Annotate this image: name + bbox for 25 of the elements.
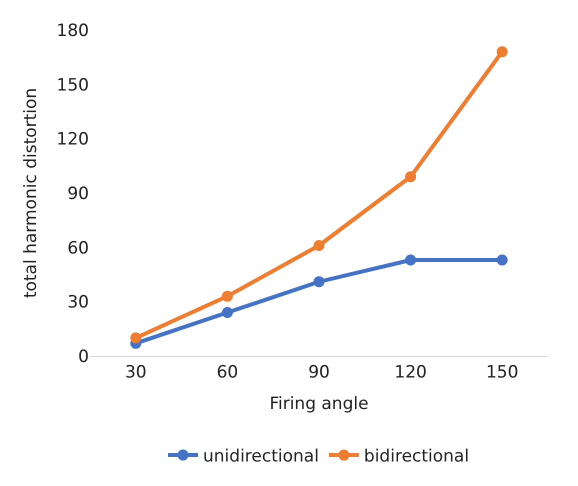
y-tick-label: 150 <box>56 75 89 96</box>
point <box>405 254 416 266</box>
y-tick-label: 30 <box>67 292 89 313</box>
y-tick-label: 180 <box>56 20 89 41</box>
legend-label: unidirectional <box>203 446 319 467</box>
point <box>222 307 233 318</box>
x-tick-label: 30 <box>124 362 147 382</box>
x-tick-label: 150 <box>486 362 518 382</box>
point <box>130 332 142 344</box>
point <box>405 171 416 182</box>
y-tick-label: 0 <box>78 346 89 367</box>
point <box>496 46 508 58</box>
x-tick-label: 60 <box>216 362 238 382</box>
point <box>496 254 508 266</box>
legend-label: bidirectional <box>364 446 470 467</box>
y-tick-label: 90 <box>67 184 89 204</box>
x-tick-label: 90 <box>308 362 330 382</box>
y-tick-label: 60 <box>67 238 89 258</box>
y-axis-title: total harmonic distortion <box>21 88 42 298</box>
x-tick-label: 120 <box>394 362 427 382</box>
point <box>314 240 324 252</box>
y-tick-label: 120 <box>56 130 89 150</box>
point <box>222 290 233 302</box>
x-axis-title: Firing angle <box>269 394 369 414</box>
point <box>314 276 324 288</box>
